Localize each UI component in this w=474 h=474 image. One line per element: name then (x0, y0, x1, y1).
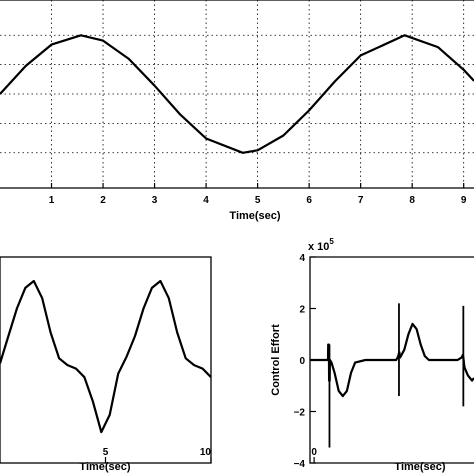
top-chart: 1 2 3 4 5 6 7 8 9 Time(sec) (0, 0, 474, 222)
bottom-right-y-tick-label: 0 (299, 356, 305, 367)
bottom-left-xlabel: Time(sec) (79, 461, 130, 473)
bottom-right-y-tick-label: −4 (294, 459, 306, 470)
top-x-tick-label: 9 (461, 195, 467, 206)
bottom-right-series-line (310, 322, 474, 398)
multiplier-exponent: 5 (329, 237, 334, 246)
bottom-left-x-tick-label: 10 (200, 447, 212, 458)
top-x-tick-label: 2 (100, 195, 106, 206)
top-series-line (0, 34, 474, 154)
top-x-tick-label: 5 (255, 195, 261, 206)
multiplier-base: x 10 (308, 241, 329, 253)
bottom-left-axis-frame (0, 256, 212, 464)
top-x-tick-label: 8 (409, 195, 415, 206)
top-x-tick-label: 4 (203, 195, 209, 206)
bottom-right-y-tick-label: 2 (299, 305, 305, 316)
bottom-left-series-line (0, 279, 212, 434)
bottom-left-x-ticks: 5 10 (103, 447, 212, 463)
top-x-tick-label: 1 (49, 195, 55, 206)
bottom-left-chart: 5 10 Time(sec) (0, 256, 212, 473)
bottom-right-multiplier: x 105 (308, 237, 334, 253)
bottom-right-x-ticks: 0 (311, 447, 317, 463)
top-grid (0, 0, 474, 188)
top-x-tick-label: 6 (306, 195, 312, 206)
bottom-left-x-tick-label: 5 (103, 447, 109, 458)
top-x-tick-label: 3 (152, 195, 158, 206)
top-axis-frame (0, 0, 474, 189)
bottom-right-ylabel: Control Effort (270, 324, 282, 396)
top-x-tick-label: 7 (358, 195, 364, 206)
bottom-right-y-ticks: 4 2 0 −2 −4 (294, 253, 316, 470)
bottom-right-chart: 4 2 0 −2 −4 0 x 105 Control Effort Time(sec) (270, 237, 474, 473)
top-x-ticks: 1 2 3 4 5 6 7 8 9 (49, 183, 467, 206)
bottom-right-y-tick-label: −2 (294, 408, 306, 419)
bottom-right-y-tick-label: 4 (299, 253, 305, 264)
bottom-right-x-tick-label: 0 (311, 447, 317, 458)
bottom-right-xlabel: Time(sec) (394, 461, 445, 473)
top-xlabel: Time(sec) (229, 210, 280, 222)
